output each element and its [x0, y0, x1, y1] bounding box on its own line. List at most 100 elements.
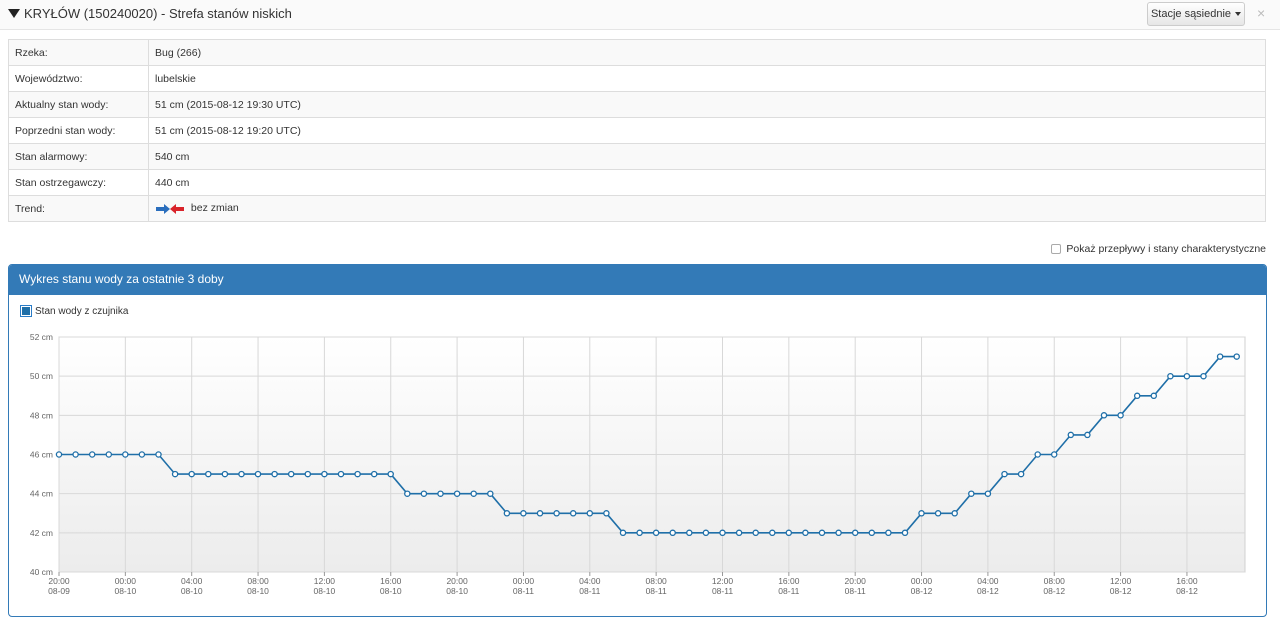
data-point [636, 529, 643, 537]
data-point [321, 470, 328, 478]
x-tick-date: 08-11 [845, 586, 866, 596]
data-point [885, 529, 892, 537]
data-point [437, 490, 444, 497]
data-point [1133, 392, 1141, 400]
caret-down-icon [1235, 12, 1242, 16]
data-point [1050, 451, 1058, 458]
trend-arrows-icon [155, 203, 185, 215]
data-point [1233, 353, 1240, 360]
y-tick-label: 52 cm [30, 332, 53, 342]
data-point [835, 529, 842, 537]
x-tick-date: 08-11 [712, 586, 733, 596]
data-point [1067, 431, 1075, 439]
water-level-chart: 40 cm 42 cm 44 cm 46 cm 48 cm 50 cm 52 cm 20:0… [30, 332, 1246, 596]
x-tick-time: 00:00 [911, 576, 933, 586]
chart-legend[interactable]: Stan wody z czujnika [20, 305, 128, 317]
data-point [520, 510, 527, 517]
x-tick-time: 20:00 [446, 576, 468, 586]
x-tick-date: 08-10 [380, 586, 402, 596]
data-point [72, 451, 79, 458]
data-point [968, 490, 975, 497]
station-header: KRYŁÓW (150240020) - Strefa stanów niski… [0, 0, 1280, 30]
data-point [205, 470, 212, 478]
data-point [619, 529, 627, 537]
data-point [354, 470, 361, 478]
x-tick-time: 12:00 [1110, 576, 1132, 586]
data-point [652, 529, 660, 537]
data-point [984, 490, 992, 497]
x-tick-date: 08-10 [314, 586, 336, 596]
data-point [387, 470, 394, 478]
x-tick-date: 08-11 [513, 586, 534, 596]
x-tick-date: 08-12 [977, 586, 999, 596]
info-label: Województwo: [8, 65, 149, 92]
series-points [55, 353, 1240, 537]
data-point [669, 529, 676, 537]
info-value: 440 cm [148, 169, 1266, 196]
x-tick-date: 08-10 [446, 586, 468, 596]
data-point [304, 470, 312, 478]
data-point [1167, 372, 1174, 380]
station-title[interactable]: KRYŁÓW (150240020) - Strefa stanów niski… [8, 6, 292, 21]
x-tick-date: 08-12 [1176, 586, 1198, 596]
info-value: 51 cm (2015-08-12 19:30 UTC) [148, 91, 1266, 118]
x-tick-date: 08-11 [646, 586, 667, 596]
legend-checkbox[interactable] [20, 305, 32, 317]
data-point [404, 490, 411, 497]
x-tick-time: 20:00 [845, 576, 867, 586]
close-icon[interactable]: × [1257, 5, 1266, 21]
data-point [818, 529, 826, 537]
chart-panel-title: Wykres stanu wody za ostatnie 3 doby [9, 265, 1266, 295]
data-point [88, 451, 96, 458]
data-point [752, 529, 759, 537]
data-point [536, 510, 544, 517]
x-tick-time: 12:00 [314, 576, 336, 586]
info-value: lubelskie [148, 65, 1266, 92]
y-tick-label: 46 cm [30, 450, 53, 460]
x-tick-time: 20:00 [48, 576, 70, 586]
data-point [1100, 412, 1108, 419]
data-point [238, 470, 245, 478]
data-point [586, 510, 594, 517]
x-tick-time: 04:00 [181, 576, 203, 586]
data-point [702, 529, 710, 537]
neighbor-stations-label: Stacje sąsiednie [1150, 8, 1232, 20]
data-point [138, 451, 146, 458]
show-flows-toggle[interactable]: Pokaż przepływy i stany charakterystyczn… [1051, 243, 1266, 255]
x-tick-time: 00:00 [115, 576, 137, 586]
data-point [1084, 431, 1091, 439]
data-point [470, 490, 477, 497]
table-row: Stan alarmowy: 540 cm [8, 143, 1266, 170]
data-point [769, 529, 776, 537]
info-label: Poprzedni stan wody: [8, 117, 149, 144]
x-tick-time: 16:00 [380, 576, 402, 586]
data-point [55, 451, 63, 458]
x-tick-time: 08:00 [1044, 576, 1066, 586]
collapse-triangle-icon[interactable] [8, 9, 20, 18]
data-point [851, 529, 859, 537]
data-point [188, 470, 195, 478]
x-tick-date: 08-12 [911, 586, 933, 596]
neighbor-stations-button[interactable]: Stacje sąsiednie [1147, 2, 1245, 26]
data-point [287, 470, 295, 478]
y-tick-label: 40 cm [30, 567, 53, 577]
info-label: Aktualny stan wody: [8, 91, 149, 118]
data-point [1017, 470, 1025, 478]
x-tick-time: 16:00 [778, 576, 800, 586]
y-tick-label: 44 cm [30, 489, 53, 499]
data-point [155, 451, 162, 458]
data-point [221, 470, 229, 478]
show-flows-checkbox[interactable] [1051, 244, 1062, 254]
trend-value: bez zmian [148, 195, 1266, 222]
x-tick-date: 08-10 [114, 586, 136, 596]
data-point [785, 529, 793, 537]
y-tick-label: 48 cm [30, 410, 53, 420]
data-point [802, 529, 809, 537]
data-point [254, 470, 262, 478]
x-axis: 20:0008-0900:0008-1004:0008-1008:0008-10… [48, 572, 1198, 596]
data-point [569, 510, 577, 517]
data-point [453, 490, 461, 497]
data-point [934, 510, 942, 517]
info-value: Bug (266) [148, 39, 1266, 66]
data-point [1117, 412, 1124, 419]
